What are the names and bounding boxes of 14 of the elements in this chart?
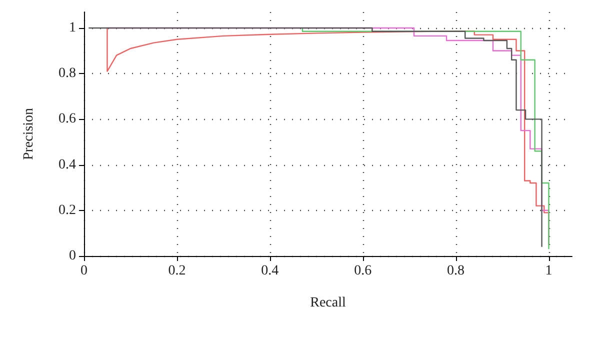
y-tick-label: 0.8	[58, 66, 76, 82]
x-tick-label: 0.8	[447, 264, 465, 278]
y-tick-label: 0.4	[58, 157, 76, 172]
x-axis-title: Recall	[310, 296, 346, 310]
x-tick-label: 0	[80, 264, 88, 278]
y-tick-label: 0.6	[58, 112, 76, 127]
y-axis-title: Precision	[22, 108, 36, 160]
y-tick-label: 0	[69, 248, 76, 264]
y-tick-label: 1	[69, 20, 76, 36]
x-tick-label: 0.4	[261, 264, 279, 278]
y-tick-label: 0.2	[58, 202, 76, 218]
x-tick-label: 0.2	[168, 264, 186, 278]
x-tick-label: 1	[545, 264, 552, 278]
x-tick-label: 0.6	[354, 264, 372, 278]
